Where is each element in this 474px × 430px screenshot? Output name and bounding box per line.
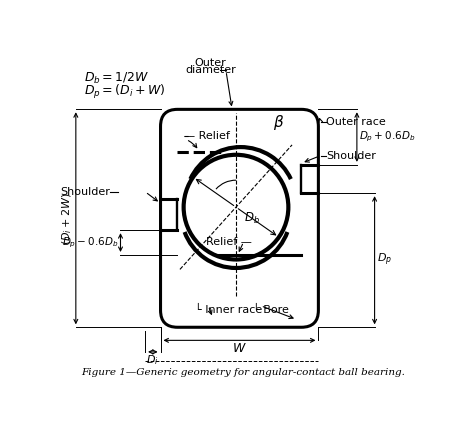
Text: $D_p - 0.6D_b$: $D_p - 0.6D_b$ (62, 235, 118, 250)
Text: Shoulder: Shoulder (326, 150, 376, 160)
FancyBboxPatch shape (161, 109, 319, 327)
Text: Relief —: Relief — (206, 237, 251, 247)
Text: $W$: $W$ (232, 342, 247, 355)
Text: Outer race: Outer race (326, 117, 386, 127)
Text: $(D_i + 2W)$: $(D_i + 2W)$ (60, 192, 73, 245)
Text: Shoulder: Shoulder (61, 187, 110, 197)
Text: — Relief: — Relief (183, 131, 229, 141)
Text: Outer: Outer (195, 58, 227, 68)
Text: diameter: diameter (185, 64, 236, 75)
Text: └ Bore: └ Bore (253, 304, 289, 315)
Text: $D_p = (D_i + W)$: $D_p = (D_i + W)$ (83, 83, 165, 101)
Text: Figure 1—Generic geometry for angular-contact ball bearing.: Figure 1—Generic geometry for angular-co… (81, 368, 405, 377)
Text: $D_b = 1/2W$: $D_b = 1/2W$ (83, 71, 149, 86)
Text: $D_p + 0.6D_b$: $D_p + 0.6D_b$ (359, 130, 416, 144)
Text: $D_p$: $D_p$ (377, 252, 392, 268)
Text: $D_i$: $D_i$ (146, 353, 159, 367)
Text: └ Inner race: └ Inner race (195, 304, 263, 315)
Text: $D_b$: $D_b$ (244, 211, 260, 226)
Text: $\beta$: $\beta$ (273, 113, 284, 132)
